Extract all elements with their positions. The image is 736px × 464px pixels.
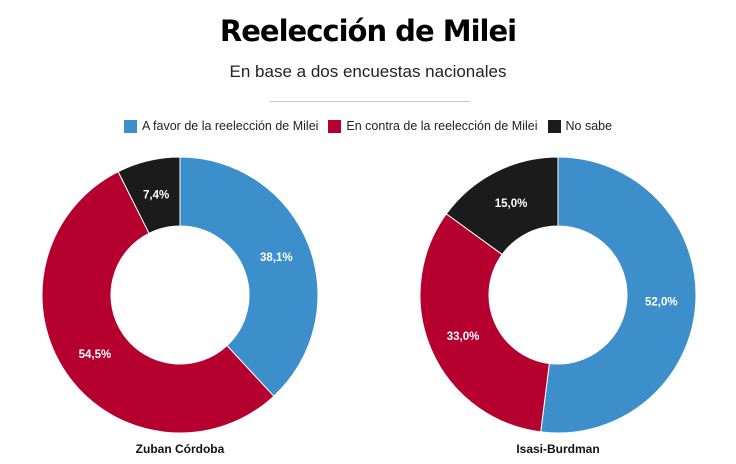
data-label: 15,0% <box>495 198 528 210</box>
legend-swatch <box>123 119 137 133</box>
legend-swatch <box>328 119 342 133</box>
legend-item-contra: En contra de la reelección de Milei <box>328 119 538 133</box>
data-label: 33,0% <box>447 331 480 343</box>
chart-title: Reelección de Milei <box>219 14 517 48</box>
data-label: 7,4% <box>143 189 169 201</box>
data-label: 54,5% <box>79 349 112 361</box>
donut-slice <box>540 156 697 434</box>
data-label: 52,0% <box>645 296 678 308</box>
legend-item-no-sabe: No sabe <box>547 119 613 133</box>
donut-slice <box>419 213 550 433</box>
legend-item-favor: A favor de la reelección de Milei <box>123 119 319 133</box>
data-label: 38,1% <box>260 252 293 264</box>
legend: A favor de la reelección de Milei En con… <box>0 119 736 133</box>
donut-slice <box>445 156 559 256</box>
legend-label: A favor de la reelección de Milei <box>141 119 319 133</box>
divider <box>270 101 470 102</box>
donut-slice <box>179 156 319 397</box>
legend-label: No sabe <box>565 119 613 133</box>
chart-caption-zuban: Zuban Córdoba <box>135 442 225 456</box>
donut-slice <box>117 156 181 234</box>
chart-subtitle: En base a dos encuestas nacionales <box>229 62 507 81</box>
chart-caption-isasi: Isasi-Burdman <box>516 442 600 456</box>
donut-slice <box>41 170 275 434</box>
legend-swatch <box>547 119 561 133</box>
legend-label: En contra de la reelección de Milei <box>346 119 538 133</box>
